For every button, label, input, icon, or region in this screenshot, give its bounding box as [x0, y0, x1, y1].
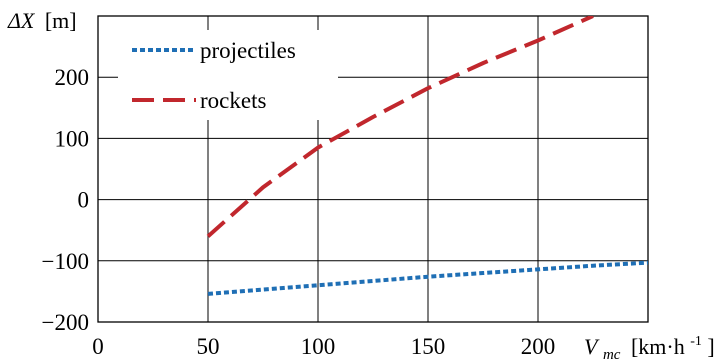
legend-label-projectiles: projectiles [200, 38, 296, 63]
x-tick-label: 150 [411, 334, 446, 359]
y-tick-label: 100 [55, 126, 90, 151]
y-tick-label: 0 [78, 188, 90, 213]
series-line-projectiles [207, 260, 648, 296]
x-tick-label: 0 [92, 334, 104, 359]
series-layer [206, 16, 648, 296]
x-axis-exponent: -1 [690, 334, 702, 349]
y-tick-label: 200 [55, 65, 90, 90]
x-tick-label: 50 [197, 334, 220, 359]
x-axis-symbol: V [584, 334, 600, 359]
y-axis-symbol: ΔX [7, 8, 36, 33]
legend: projectiles rockets [118, 30, 338, 120]
y-axis-title: ΔX [m] [7, 8, 77, 33]
legend-background [118, 30, 338, 120]
tick-layer: 0 50 100 150 200 −200 −100 0 100 200 [42, 65, 556, 359]
y-axis-unit: [m] [45, 8, 77, 33]
plot-frame [97, 15, 649, 323]
x-tick-label: 200 [521, 334, 556, 359]
x-axis-unit-end: ] [707, 334, 714, 359]
x-tick-label: 100 [301, 334, 336, 359]
x-axis-title: V mc [km·h -1 ] [584, 325, 715, 361]
y-tick-label: −200 [42, 310, 89, 335]
x-axis-unit: [km·h [631, 334, 685, 359]
y-tick-label: −100 [42, 249, 89, 274]
legend-label-rockets: rockets [200, 88, 266, 113]
series-line-rockets [206, 16, 594, 238]
x-axis-subscript: mc [603, 347, 621, 361]
